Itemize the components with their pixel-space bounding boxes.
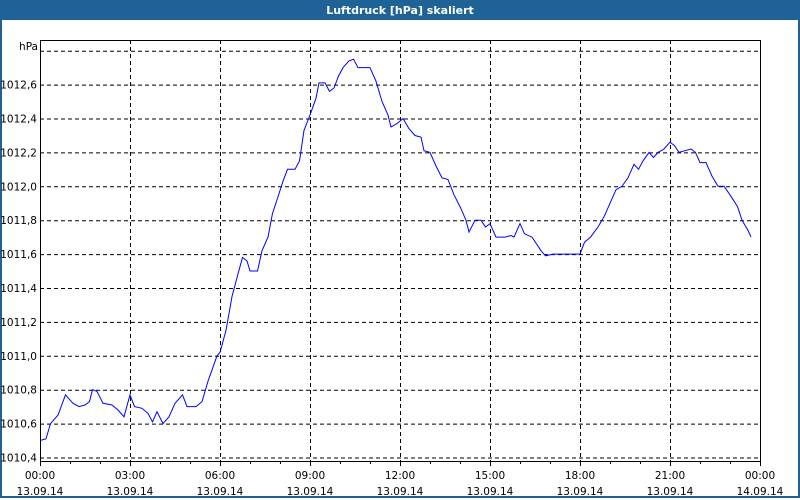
y-tick-label: 1011,2 [0, 317, 37, 329]
y-tick-label: 1011,8 [0, 215, 37, 227]
x-tick-time: 00:00 [745, 470, 775, 482]
pressure-line [39, 58, 752, 441]
x-tick-date: 13.09.14 [557, 486, 604, 498]
x-tick-date: 14.09.14 [737, 486, 784, 498]
x-tick-time: 18:00 [565, 470, 595, 482]
x-tick-date: 13.09.14 [377, 486, 424, 498]
y-axis-unit-label: hPa [19, 41, 38, 53]
x-tick-date: 13.09.14 [197, 486, 244, 498]
y-tick-label: 1012,0 [0, 181, 37, 193]
y-tick-label: 1012,6 [0, 80, 37, 92]
window-title: Luftdruck [hPa] skaliert [0, 0, 800, 20]
x-tick-date: 13.09.14 [467, 486, 514, 498]
x-tick-time: 03:00 [115, 470, 145, 482]
y-tick-label: 1010,8 [0, 385, 37, 397]
y-tick-label: 1011,4 [0, 283, 37, 295]
x-tick-time: 15:00 [475, 470, 505, 482]
x-tick-date: 13.09.14 [107, 486, 154, 498]
y-tick-label: 1012,4 [0, 114, 37, 126]
x-tick-date: 13.09.14 [647, 486, 694, 498]
x-tick-time: 00:00 [25, 470, 55, 482]
x-tick-date: 13.09.14 [287, 486, 334, 498]
y-tick-label: 1012,2 [0, 147, 37, 159]
y-tick-label: 1011,0 [0, 351, 37, 363]
x-tick-time: 12:00 [385, 470, 415, 482]
x-tick-date: 13.09.14 [17, 486, 64, 498]
x-tick-time: 06:00 [205, 470, 235, 482]
y-tick-label: 1011,6 [0, 249, 37, 261]
y-tick-label: 1010,4 [0, 453, 37, 465]
plot-frame [40, 40, 761, 462]
x-tick-time: 21:00 [655, 470, 685, 482]
x-tick-time: 09:00 [295, 470, 325, 482]
y-tick-label: 1010,6 [0, 419, 37, 431]
